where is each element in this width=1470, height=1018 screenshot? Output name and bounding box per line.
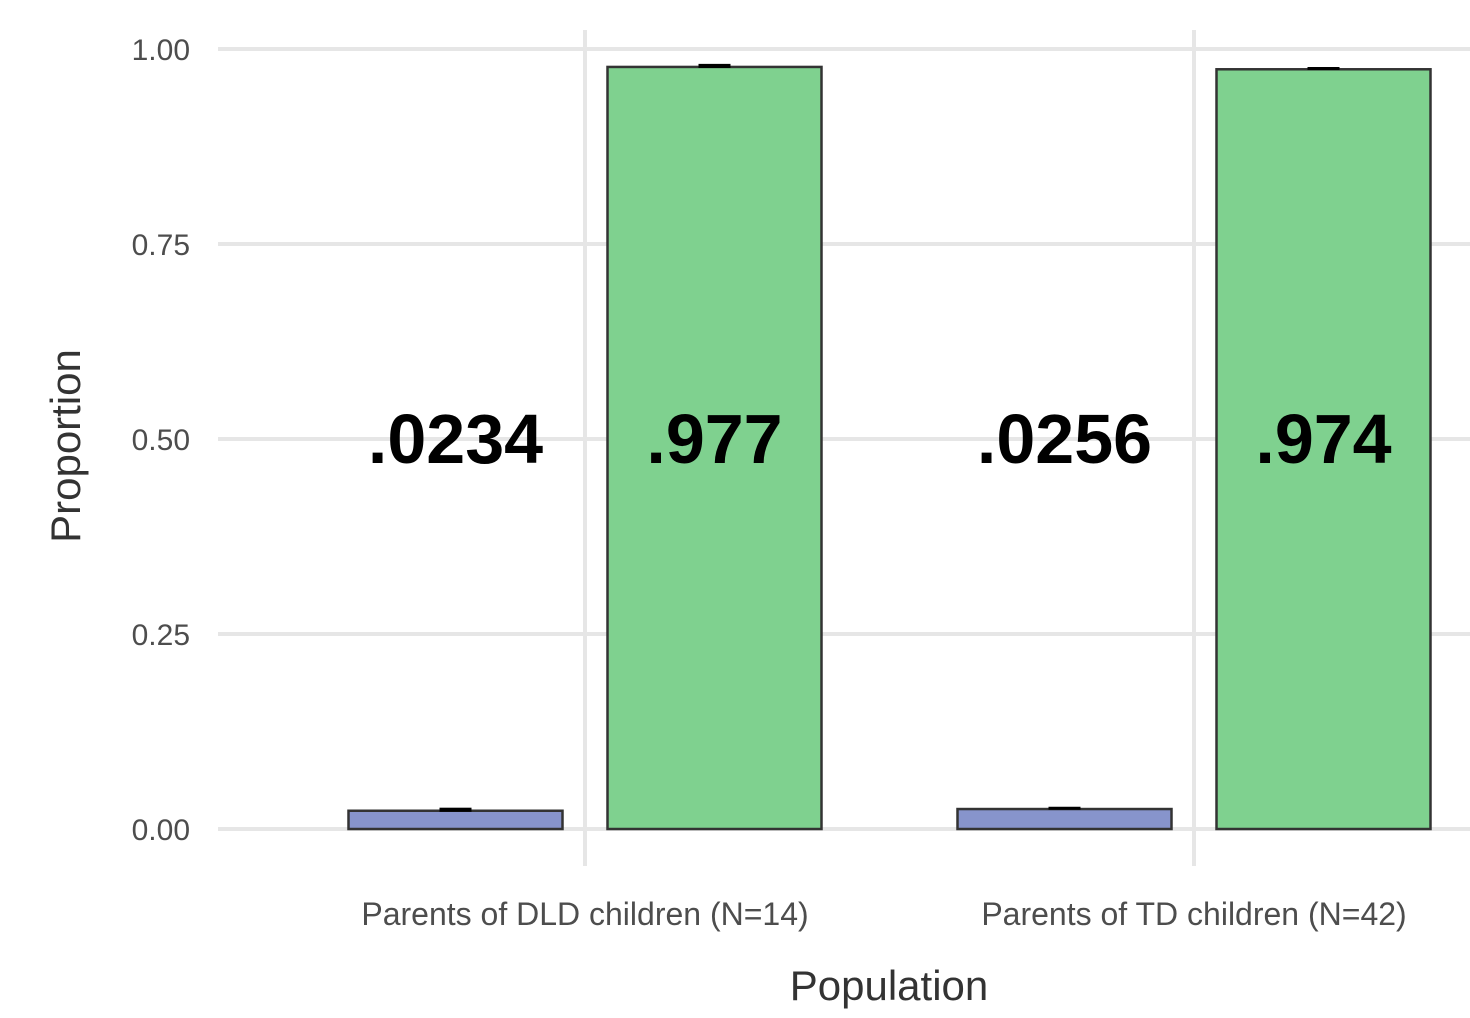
error-bars (439, 63, 1340, 812)
y-tick-label: 0.50 (132, 424, 190, 457)
data-label: .0234 (368, 400, 543, 478)
y-axis-title: Proportion (42, 349, 89, 543)
x-tick-label: Parents of DLD children (N=14) (361, 896, 808, 932)
y-tick-label: 0.75 (132, 229, 190, 262)
bar (347, 809, 564, 831)
error-bar (1307, 67, 1340, 70)
y-tick-labels: 0.00 0.25 0.50 0.75 1.00 (132, 34, 190, 847)
data-label: .977 (646, 400, 782, 478)
bar (1215, 68, 1432, 831)
data-label: .974 (1255, 400, 1391, 478)
y-tick-label: 0.25 (132, 619, 190, 652)
x-axis-title: Population (790, 962, 989, 1009)
y-tick-label: 1.00 (132, 34, 190, 67)
grid-lines (218, 30, 1470, 866)
bar (956, 807, 1173, 831)
x-tick-labels: Parents of DLD children (N=14) Parents of… (361, 896, 1406, 932)
error-bar (439, 807, 472, 812)
x-tick-label: Parents of TD children (N=42) (981, 896, 1406, 932)
data-label: .0256 (977, 400, 1152, 478)
y-tick-label: 0.00 (132, 814, 190, 847)
data-labels: .0234 .977 .0256 .974 (368, 400, 1392, 478)
error-bar (1048, 806, 1081, 810)
error-bar (698, 63, 731, 68)
